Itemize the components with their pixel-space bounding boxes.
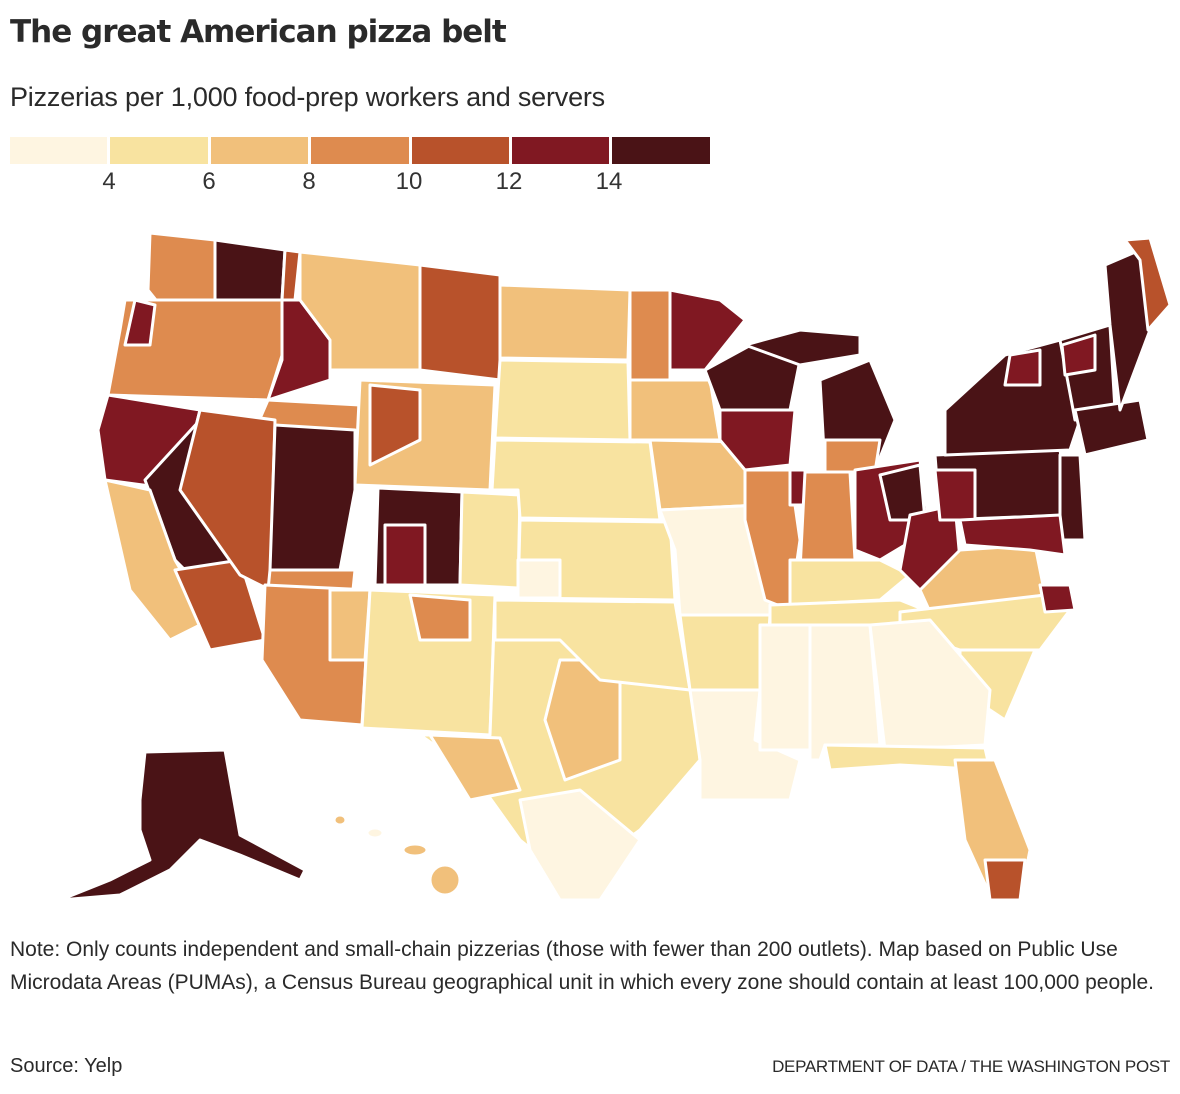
region-ok — [493, 598, 692, 692]
region-wa-west — [146, 231, 217, 307]
region-mt-east — [418, 263, 502, 382]
region-co-east — [458, 490, 522, 590]
region-nv — [178, 408, 277, 592]
region-ky — [788, 558, 912, 607]
region-tx-west — [428, 733, 522, 802]
region-nj — [1058, 453, 1087, 542]
region-ga — [868, 618, 992, 752]
region-ny-north — [1003, 348, 1042, 387]
legend-tick: 14 — [595, 168, 623, 195]
region-vt-north — [1060, 333, 1097, 377]
region-in — [798, 470, 857, 572]
chart-title: The great American pizza belt — [10, 14, 507, 50]
region-sd — [493, 358, 632, 442]
region-wi-south — [718, 408, 797, 472]
region-az-north — [328, 588, 372, 662]
region-hi-kauai — [332, 813, 348, 827]
region-fl-south — [983, 858, 1027, 902]
region-ks-west — [516, 558, 562, 600]
region-or-coast — [123, 298, 157, 347]
region-al — [808, 623, 882, 762]
region-ar — [678, 613, 772, 692]
legend-swatch-bin-6 — [612, 137, 710, 164]
region-nc-coast — [1038, 583, 1077, 614]
legend-swatch-bin-1 — [110, 137, 208, 164]
legend-swatch-bin-4 — [411, 137, 509, 164]
region-pa-west — [933, 468, 977, 522]
region-ak — [58, 748, 307, 902]
region-hi-maui — [401, 842, 429, 858]
credit-label: DEPARTMENT OF DATA / THE WASHINGTON POST — [772, 1057, 1170, 1076]
legend-swatch-bin-5 — [511, 137, 610, 164]
legend-bar — [10, 137, 710, 164]
region-mn-north — [668, 288, 747, 372]
region-ms — [758, 623, 812, 752]
legend-swatch-bin-2 — [210, 137, 309, 164]
region-mn-south — [628, 378, 722, 442]
legend-tick: 8 — [302, 168, 316, 195]
region-nd — [498, 283, 632, 362]
us-choropleth-map — [58, 231, 1172, 902]
region-fl-panhandle — [823, 743, 992, 772]
region-me-north — [1123, 236, 1172, 332]
legend-tick: 4 — [102, 168, 116, 195]
legend-swatch-bin-3 — [311, 137, 409, 164]
region-hi-oahu — [365, 826, 385, 840]
legend-tick: 6 — [202, 168, 216, 195]
region-ut-north — [268, 423, 357, 572]
legend-ticks: 4 6 8 10 12 14 — [10, 164, 710, 195]
region-md — [958, 513, 1067, 557]
region-tx-south — [518, 788, 642, 902]
legend-swatch-bin-0 — [10, 137, 108, 164]
region-nm-north — [408, 593, 472, 642]
region-hi-big-island — [428, 863, 462, 897]
region-co-sw — [383, 523, 427, 587]
region-id-north — [280, 248, 302, 302]
region-wy-west — [368, 383, 422, 467]
source-label: Source: Yelp — [10, 1055, 123, 1077]
region-mi-up — [743, 328, 862, 367]
footnote: Note: Only counts independent and small-… — [10, 938, 1154, 994]
legend-tick: 10 — [395, 168, 423, 195]
region-wa-east — [213, 238, 287, 302]
legend-tick: 12 — [495, 168, 523, 195]
chart-subtitle: Pizzerias per 1,000 food-prep workers an… — [10, 82, 605, 112]
color-legend: 4 6 8 10 12 14 — [10, 137, 710, 197]
region-ma-ct-ri — [1073, 398, 1150, 457]
